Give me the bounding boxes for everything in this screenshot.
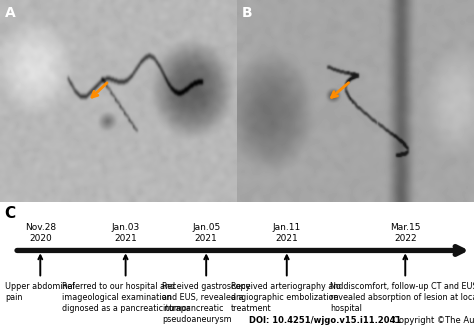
Text: Mar.15
2022: Mar.15 2022 — [390, 223, 420, 243]
Text: Upper abdominal
pain: Upper abdominal pain — [5, 282, 75, 302]
Text: Copyright ©The Author(s) 2023.: Copyright ©The Author(s) 2023. — [393, 316, 474, 325]
Text: DOI: 10.4251/wjgo.v15.i11.2041: DOI: 10.4251/wjgo.v15.i11.2041 — [249, 316, 407, 325]
Text: Jan.11
2021: Jan.11 2021 — [273, 223, 301, 243]
Text: Jan.03
2021: Jan.03 2021 — [111, 223, 140, 243]
Text: Referred to our hospital and
imageological examination
dignosed as a pancreatic : Referred to our hospital and imageologic… — [62, 282, 190, 313]
Text: C: C — [5, 206, 16, 221]
Text: B: B — [242, 6, 252, 20]
Text: Nov.28
2020: Nov.28 2020 — [25, 223, 56, 243]
Text: No discomfort, follow-up CT and EUS
revealed absorption of lesion at local
hospi: No discomfort, follow-up CT and EUS reve… — [330, 282, 474, 313]
Text: Jan.05
2021: Jan.05 2021 — [192, 223, 220, 243]
Text: Received gastroscopy
and EUS, revealed a
intrapancreatic
pseudoaneurysm: Received gastroscopy and EUS, revealed a… — [162, 282, 250, 324]
Text: A: A — [5, 6, 16, 20]
Text: Received arteriography and
angiographic embolization
treatment: Received arteriography and angiographic … — [230, 282, 343, 313]
